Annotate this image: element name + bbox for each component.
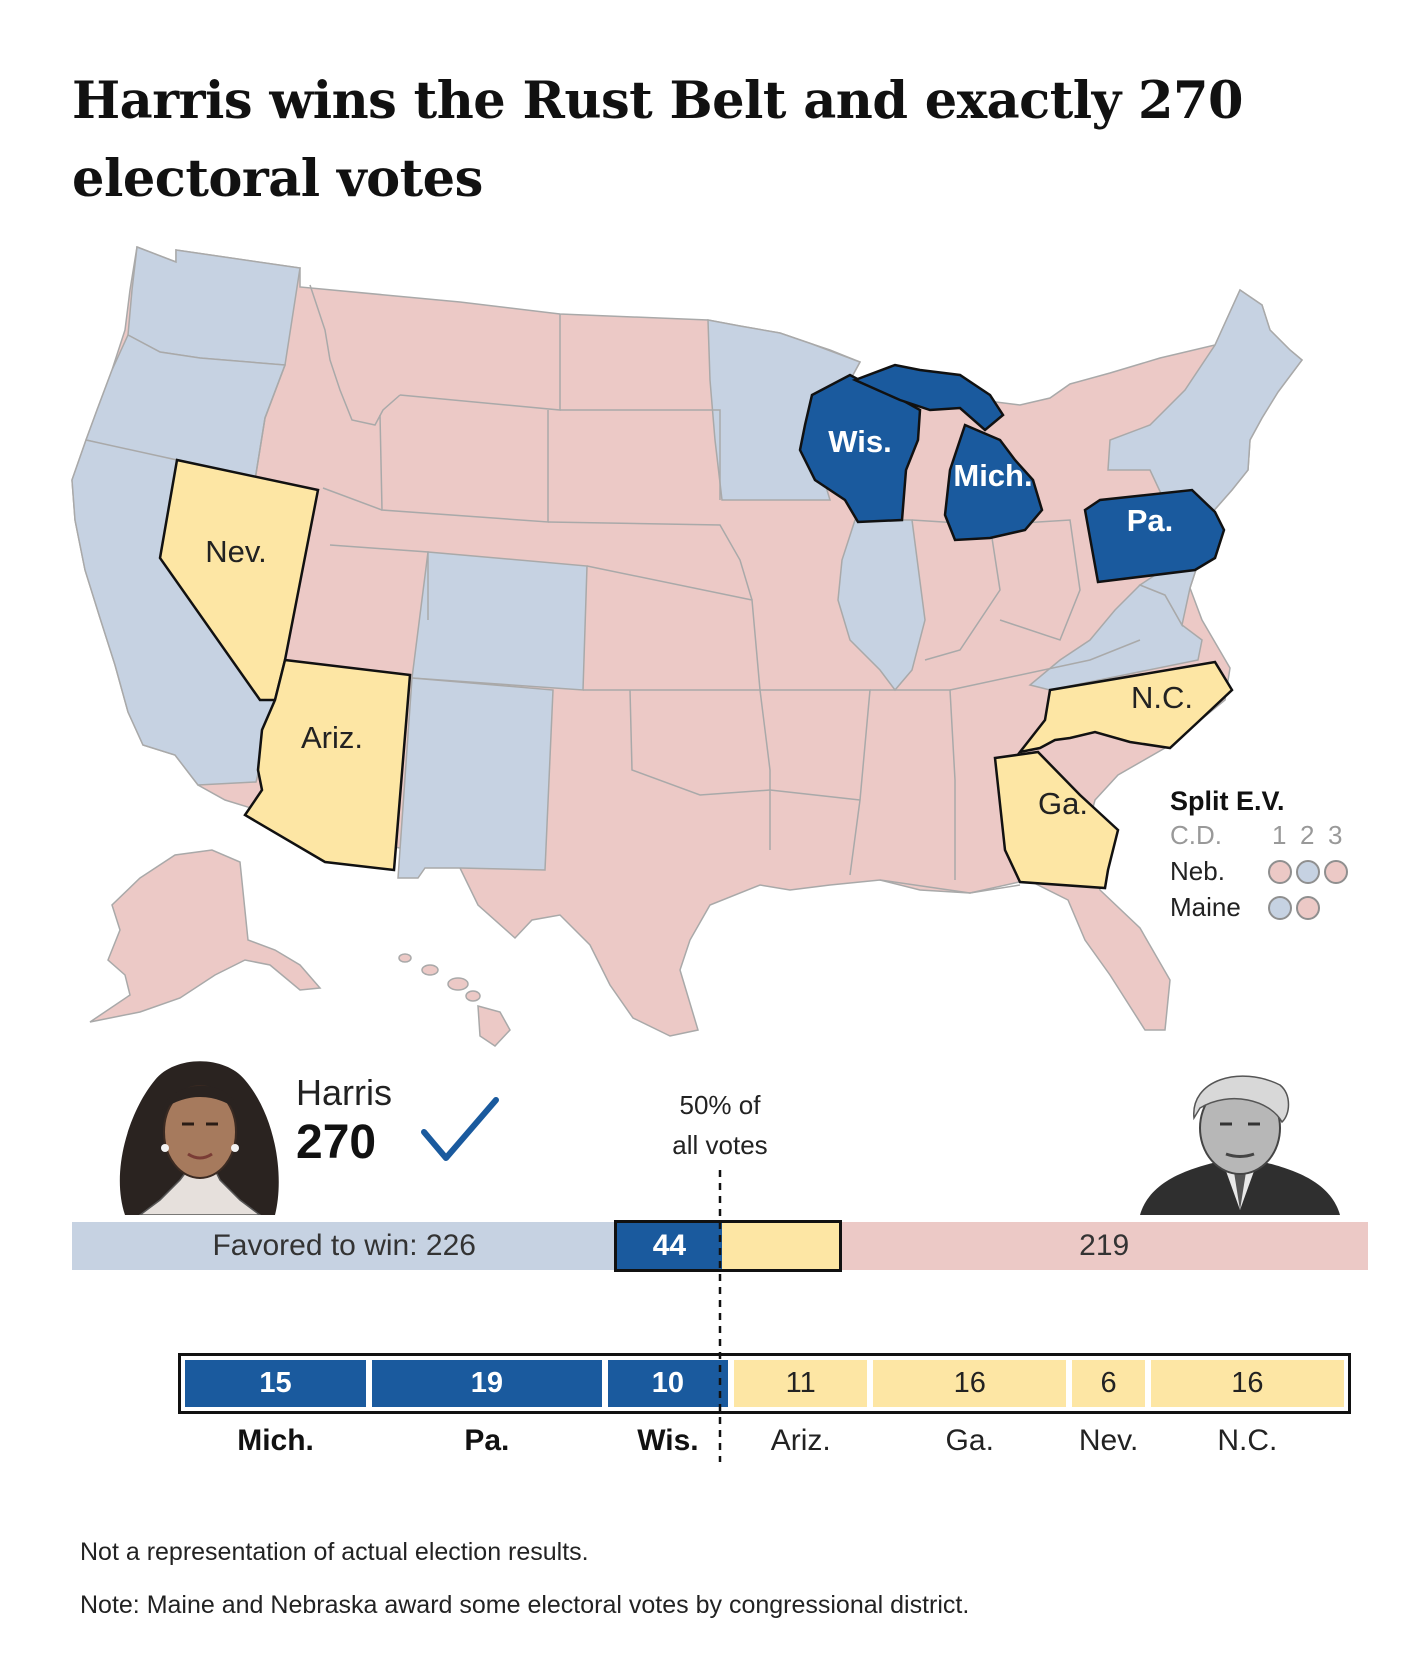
state-alaska — [89, 849, 322, 1023]
legend-cd-row: C.D. 1 2 3 — [1170, 817, 1370, 853]
disclaimer-note: Not a representation of actual election … — [80, 1538, 589, 1566]
harris-portrait — [119, 1061, 279, 1215]
state-illinois — [837, 519, 926, 692]
us-electoral-map: Wis. Mich. Pa. Nev. Ariz. N.C. Ga. — [71, 245, 1304, 1047]
tossup-label-nev: Nev. — [1078, 1424, 1139, 1457]
tossup-label-mich: Mich. — [237, 1424, 314, 1457]
tossup-segment-nc: 16 — [1150, 1360, 1344, 1407]
nebraska-cd2-dot — [1296, 860, 1320, 884]
winner-check-icon — [421, 1097, 499, 1161]
label-wis: Wis. — [828, 424, 891, 459]
legend-cd-label: C.D. — [1170, 820, 1222, 850]
state-hawaii — [398, 953, 511, 1047]
trump-favored-label: 219 — [1079, 1229, 1130, 1262]
legend-nebraska-row: Neb. — [1170, 853, 1370, 889]
state-new-mexico — [397, 677, 554, 879]
trump-favored-segment — [840, 1222, 1368, 1270]
trump-tossup-segment — [722, 1222, 841, 1270]
majority-threshold-label: 50% of all votes — [630, 1085, 810, 1165]
tossup-label-nc: N.C. — [1217, 1424, 1278, 1457]
nebraska-cd1-dot — [1268, 860, 1292, 884]
harris-electoral-votes: 270 — [296, 1116, 377, 1169]
tossup-segment-ga: 16 — [873, 1360, 1067, 1407]
district-note: Note: Maine and Nebraska award some elec… — [80, 1591, 970, 1619]
state-georgia — [993, 750, 1120, 890]
harris-tossup-segment — [616, 1222, 723, 1270]
chart-title: Harris wins the Rust Belt and exactly 27… — [72, 71, 1243, 209]
legend-cd-2: 2 — [1300, 820, 1315, 850]
tossup-label-pa: Pa. — [464, 1424, 510, 1457]
harris-name: Harris — [296, 1072, 392, 1113]
label-ga: Ga. — [1038, 786, 1088, 821]
maine-cd2-dot — [1296, 896, 1320, 920]
tossup-label-ariz: Ariz. — [770, 1424, 831, 1457]
tossup-segment-pa: 19 — [372, 1360, 602, 1407]
tossup-label-ga: Ga. — [945, 1424, 994, 1457]
tossup-segment-mich: 15 — [185, 1360, 367, 1407]
state-pennsylvania — [1083, 488, 1226, 584]
nebraska-cd3-dot — [1324, 860, 1348, 884]
tossup-segment-wis: 10 — [607, 1360, 729, 1407]
harris-favored-segment — [72, 1222, 617, 1270]
maine-cd1-dot — [1268, 896, 1292, 920]
state-north-carolina — [1016, 660, 1234, 754]
tossup-label-wis: Wis. — [637, 1424, 699, 1457]
trump-portrait — [1140, 1075, 1340, 1215]
split-ev-legend: Split E.V. C.D. 1 2 3 Neb. Maine — [1170, 786, 1370, 925]
legend-cd-1: 1 — [1272, 820, 1287, 850]
state-michigan-upper — [851, 363, 1005, 432]
state-michigan-lower — [943, 423, 1044, 542]
state-arizona — [243, 658, 412, 872]
label-pa: Pa. — [1127, 503, 1174, 538]
tossup-outline — [614, 1220, 843, 1272]
legend-nebraska-label: Neb. — [1170, 856, 1225, 886]
threshold-line1: 50% of — [679, 1090, 761, 1120]
legend-title: Split E.V. — [1170, 786, 1285, 816]
label-mich: Mich. — [953, 458, 1032, 493]
legend-cd-3: 3 — [1328, 820, 1343, 850]
legend-maine-label: Maine — [1170, 892, 1241, 922]
legend-maine-row: Maine — [1170, 889, 1370, 925]
label-nev: Nev. — [205, 534, 266, 569]
threshold-line2: all votes — [672, 1130, 768, 1160]
harris-favored-label: Favored to win: 226 — [212, 1229, 476, 1262]
label-nc: N.C. — [1131, 680, 1193, 715]
label-ariz: Ariz. — [301, 720, 363, 755]
tossup-segment-nev: 6 — [1072, 1360, 1145, 1407]
tossup-segment-ariz: 11 — [734, 1360, 868, 1407]
harris-tossup-label: 44 — [652, 1229, 687, 1262]
